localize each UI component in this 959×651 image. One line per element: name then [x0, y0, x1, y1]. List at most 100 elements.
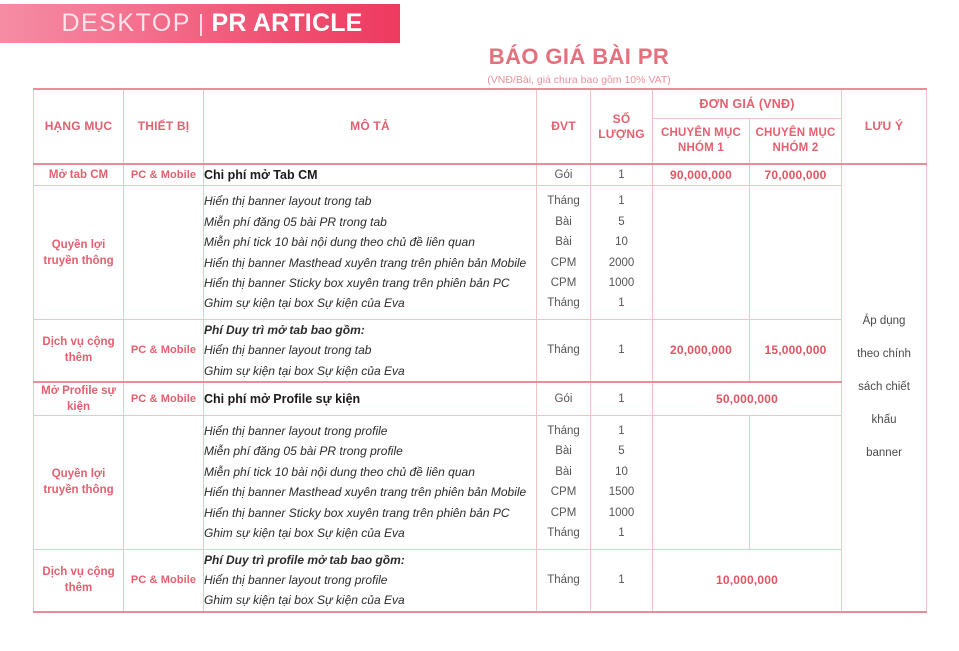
- list-item: Miễn phí tick 10 bài nội dung theo chủ đ…: [204, 235, 475, 250]
- row-price-group-2: [748, 415, 843, 550]
- list-item: Hiển thị banner layout trong profile: [204, 572, 388, 587]
- table-row-addon-tab: Dịch vụ cộng thêm PC & Mobile Phí Duy tr…: [33, 318, 927, 383]
- row-price-group-2: [748, 185, 843, 320]
- row-device: PC & Mobile: [123, 163, 204, 187]
- banner-separator: |: [197, 10, 205, 36]
- row-device: PC & Mobile: [123, 318, 204, 383]
- table-head: HẠNG MỤC THIẾT BỊ MÔ TẢ ĐVT SỐ LƯỢNG ĐƠN…: [33, 88, 928, 165]
- row-description: Chi phí mở Tab CM: [203, 163, 537, 187]
- benefit-line-list: Hiển thị banner layout trong tab Miễn ph…: [204, 191, 536, 313]
- list-item: Miễn phí đăng 05 bài PR trong tab: [204, 214, 387, 229]
- row-price-group-1: [652, 415, 750, 550]
- row-device: PC & Mobile: [123, 381, 204, 417]
- list-item: Hiển thị banner layout trong profile: [204, 424, 388, 439]
- row-unit: Gói: [536, 381, 591, 417]
- header-price-group-1: CHUYÊN MỤC NHÓM 1: [652, 118, 750, 165]
- list-item: Miễn phí tick 10 bài nội dung theo chủ đ…: [204, 464, 475, 479]
- unit-value: Tháng: [547, 527, 580, 540]
- unit-value: Tháng: [547, 297, 580, 310]
- quantity-value: 1: [618, 297, 625, 310]
- price-quote-table: HẠNG MỤC THIẾT BỊ MÔ TẢ ĐVT SỐ LƯỢNG ĐƠN…: [33, 88, 928, 613]
- table-row-benefits-tab: Quyền lợi truyền thông Hiển thị banner l…: [33, 185, 927, 320]
- note-line-2: theo chính: [857, 348, 911, 361]
- table-row-benefits-profile: Quyền lợi truyền thông Hiển thị banner l…: [33, 415, 927, 550]
- note-line-5: banner: [866, 447, 902, 460]
- addon-heading: Phí Duy trì profile mở tab bao gồm:: [204, 552, 405, 567]
- banner-text-group: DESKTOP | PR ARTICLE: [61, 9, 362, 38]
- header-price-group-2: CHUYÊN MỤC NHÓM 2: [748, 118, 843, 165]
- row-price-merged: 50,000,000: [651, 381, 843, 417]
- row-description: Chi phí mở Profile sự kiện: [203, 381, 537, 417]
- unit-value: Tháng: [547, 425, 580, 438]
- row-quantity-stack: 1 5 10 2000 1000 1: [590, 185, 653, 320]
- unit-value: CPM: [550, 506, 577, 519]
- row-device: PC & Mobile: [123, 548, 204, 613]
- quantity-value: 1500: [608, 486, 635, 499]
- header-category: HẠNG MỤC: [33, 88, 124, 165]
- addon-line-list: Phí Duy trì profile mở tab bao gồm: Hiển…: [204, 550, 536, 611]
- row-description-list: Hiển thị banner layout trong profile Miễ…: [203, 415, 537, 550]
- document-title-block: BÁO GIÁ BÀI PR (VNĐ/Bài, giá chưa bao gồ…: [424, 44, 734, 87]
- table-header-row-2: CHUYÊN MỤC NHÓM 1 CHUYÊN MỤC NHÓM 2: [34, 118, 927, 165]
- quantity-value: 1: [618, 425, 625, 438]
- note-column-cell: Áp dụng theo chính sách chiết khấu banne…: [841, 163, 928, 613]
- row-unit-stack: Tháng Bài Bài CPM CPM Tháng: [536, 185, 591, 320]
- unit-value: CPM: [550, 256, 577, 269]
- quantity-value: 5: [618, 215, 625, 228]
- list-item: Hiển thị banner Sticky box xuyên trang t…: [204, 276, 510, 291]
- unit-value: Bài: [555, 215, 572, 228]
- unit-value: Bài: [555, 445, 572, 458]
- table-row-addon-profile: Dịch vụ cộng thêm PC & Mobile Phí Duy tr…: [33, 548, 927, 613]
- unit-value: CPM: [550, 277, 577, 290]
- header-price-group: ĐƠN GIÁ (VNĐ): [651, 88, 843, 119]
- row-quantity: 1: [590, 318, 653, 383]
- row-category: Mở tab CM: [33, 163, 124, 187]
- row-quantity: 1: [590, 163, 653, 187]
- row-category: Quyền lợi truyền thông: [33, 185, 124, 320]
- row-price-group-1: [652, 185, 750, 320]
- list-item: Miễn phí đăng 05 bài PR trong profile: [204, 444, 403, 459]
- quantity-value: 10: [615, 236, 628, 249]
- quantity-stack: 1 5 10 2000 1000 1: [591, 186, 652, 318]
- row-category: Mở Profile sự kiện: [33, 381, 124, 417]
- list-item: Ghim sự kiện tại box Sự kiện của Eva: [204, 363, 405, 378]
- quantity-value: 1000: [608, 277, 635, 290]
- banner-emphasis-label: PR ARTICLE: [211, 9, 363, 37]
- quantity-value: 1: [618, 195, 625, 208]
- row-quantity-stack: 1 5 10 1500 1000 1: [590, 415, 653, 550]
- quantity-value: 5: [618, 445, 625, 458]
- addon-heading: Phí Duy trì mở tab bao gồm:: [204, 322, 365, 337]
- quantity-value: 1: [618, 527, 625, 540]
- list-item: Hiển thị banner layout trong tab: [204, 194, 372, 209]
- list-item: Hiển thị banner Masthead xuyên trang trê…: [204, 485, 527, 500]
- page-title: BÁO GIÁ BÀI PR: [488, 44, 670, 69]
- table-row-open-profile: Mở Profile sự kiện PC & Mobile Chi phí m…: [33, 381, 927, 417]
- row-category: Quyền lợi truyền thông: [33, 415, 124, 550]
- benefit-line-list: Hiển thị banner layout trong profile Miễ…: [204, 421, 536, 543]
- row-device: [123, 185, 204, 320]
- row-description-list: Hiển thị banner layout trong tab Miễn ph…: [203, 185, 537, 320]
- note-line-4: khấu: [871, 414, 897, 427]
- quantity-value: 2000: [608, 256, 635, 269]
- list-item: Ghim sự kiện tại box Sự kiện của Eva: [204, 526, 405, 541]
- row-price-merged: 10,000,000: [651, 548, 843, 613]
- note-line-1: Áp dụng: [862, 315, 906, 328]
- list-item: Hiển thị banner Sticky box xuyên trang t…: [204, 505, 510, 520]
- row-unit: Tháng: [536, 318, 591, 383]
- row-quantity: 1: [590, 548, 653, 613]
- unit-value: Bài: [555, 236, 572, 249]
- header-note: LƯU Ý: [841, 88, 928, 165]
- table-body: Mở tab CM PC & Mobile Chi phí mở Tab CM …: [33, 163, 928, 613]
- header-device: THIẾT BỊ: [123, 88, 204, 165]
- page-subtitle: (VNĐ/Bài, giá chưa bao gồm 10% VAT): [487, 74, 671, 86]
- row-category: Dịch vụ cộng thêm: [33, 318, 124, 383]
- quantity-value: 1000: [608, 506, 635, 519]
- row-description-list: Phí Duy trì profile mở tab bao gồm: Hiển…: [203, 548, 537, 613]
- row-description-list: Phí Duy trì mở tab bao gồm: Hiển thị ban…: [203, 318, 537, 383]
- addon-line-list: Phí Duy trì mở tab bao gồm: Hiển thị ban…: [204, 320, 536, 381]
- header-description: MÔ TẢ: [203, 88, 537, 165]
- row-device: [123, 415, 204, 550]
- desktop-pr-article-banner: DESKTOP | PR ARTICLE: [0, 4, 400, 43]
- header-quantity: SỐ LƯỢNG: [590, 88, 653, 165]
- price-table-container: HẠNG MỤC THIẾT BỊ MÔ TẢ ĐVT SỐ LƯỢNG ĐƠN…: [33, 88, 928, 613]
